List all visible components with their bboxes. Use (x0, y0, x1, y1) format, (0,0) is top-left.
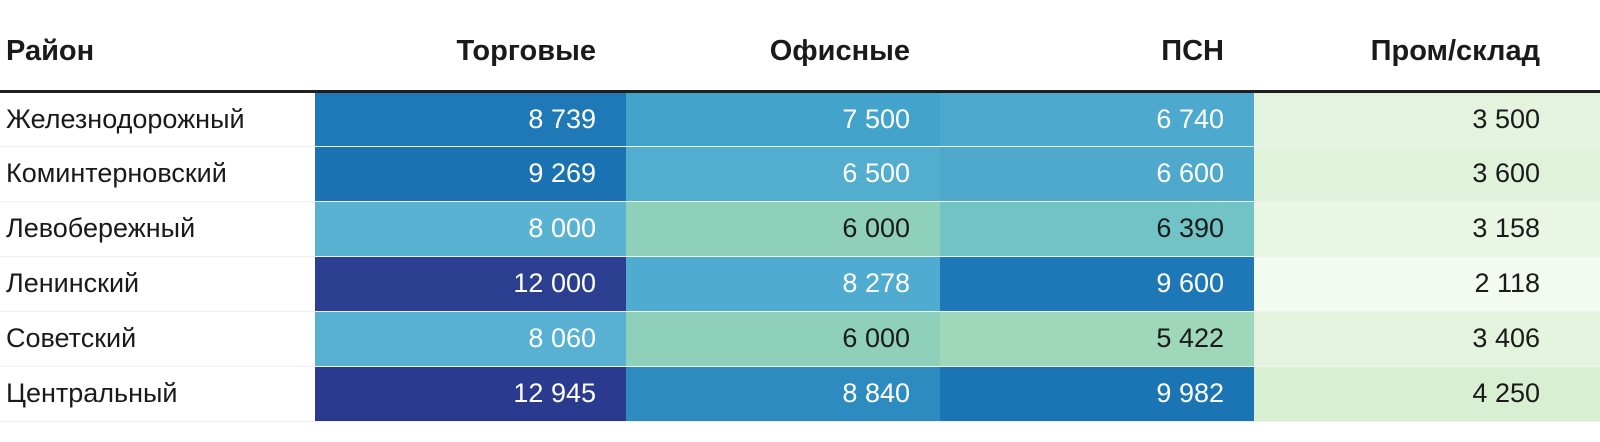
header-row: Район Торговые Офисные ПСН Пром/склад (0, 0, 1600, 92)
value-cell: 6 600 (940, 146, 1254, 202)
value-cell: 6 740 (940, 91, 1254, 147)
value-cell: 3 500 (1254, 91, 1600, 147)
col-header-retail: Торговые (456, 35, 596, 67)
value-cell: 12 945 (315, 366, 626, 422)
value-cell: 8 840 (626, 366, 940, 422)
table-row: Советский 8 060 6 000 5 422 3 406 (0, 311, 1600, 367)
district-cell: Железнодорожный (0, 91, 315, 147)
district-cell: Левобережный (0, 201, 315, 257)
heatmap-table: Район Торговые Офисные ПСН Пром/склад Же… (0, 0, 1600, 422)
col-header-industrial: Пром/склад (1370, 35, 1540, 67)
table-row: Левобережный 8 000 6 000 6 390 3 158 (0, 201, 1600, 257)
district-cell: Ленинский (0, 256, 315, 312)
value-cell: 3 600 (1254, 146, 1600, 202)
district-cell: Советский (0, 311, 315, 367)
col-header-district: Район (6, 35, 95, 67)
value-cell: 2 118 (1254, 256, 1600, 312)
col-header-psn: ПСН (1161, 35, 1224, 67)
value-cell: 8 278 (626, 256, 940, 312)
value-cell: 8 060 (315, 311, 626, 367)
table-row: Коминтерновский 9 269 6 500 6 600 3 600 (0, 146, 1600, 202)
value-cell: 6 390 (940, 201, 1254, 257)
value-cell: 9 982 (940, 366, 1254, 422)
value-cell: 6 000 (626, 201, 940, 257)
value-cell: 9 269 (315, 146, 626, 202)
value-cell: 3 158 (1254, 201, 1600, 257)
col-header-office: Офисные (769, 35, 910, 67)
value-cell: 8 000 (315, 201, 626, 257)
district-cell: Коминтерновский (0, 146, 315, 202)
value-cell: 6 500 (626, 146, 940, 202)
table-row: Железнодорожный 8 739 7 500 6 740 3 500 (0, 91, 1600, 147)
value-cell: 5 422 (940, 311, 1254, 367)
table-row: Центральный 12 945 8 840 9 982 4 250 (0, 366, 1600, 422)
value-cell: 6 000 (626, 311, 940, 367)
district-cell: Центральный (0, 366, 315, 422)
value-cell: 12 000 (315, 256, 626, 312)
value-cell: 9 600 (940, 256, 1254, 312)
value-cell: 4 250 (1254, 366, 1600, 422)
value-cell: 8 739 (315, 91, 626, 147)
value-cell: 7 500 (626, 91, 940, 147)
value-cell: 3 406 (1254, 311, 1600, 367)
table-row: Ленинский 12 000 8 278 9 600 2 118 (0, 256, 1600, 312)
